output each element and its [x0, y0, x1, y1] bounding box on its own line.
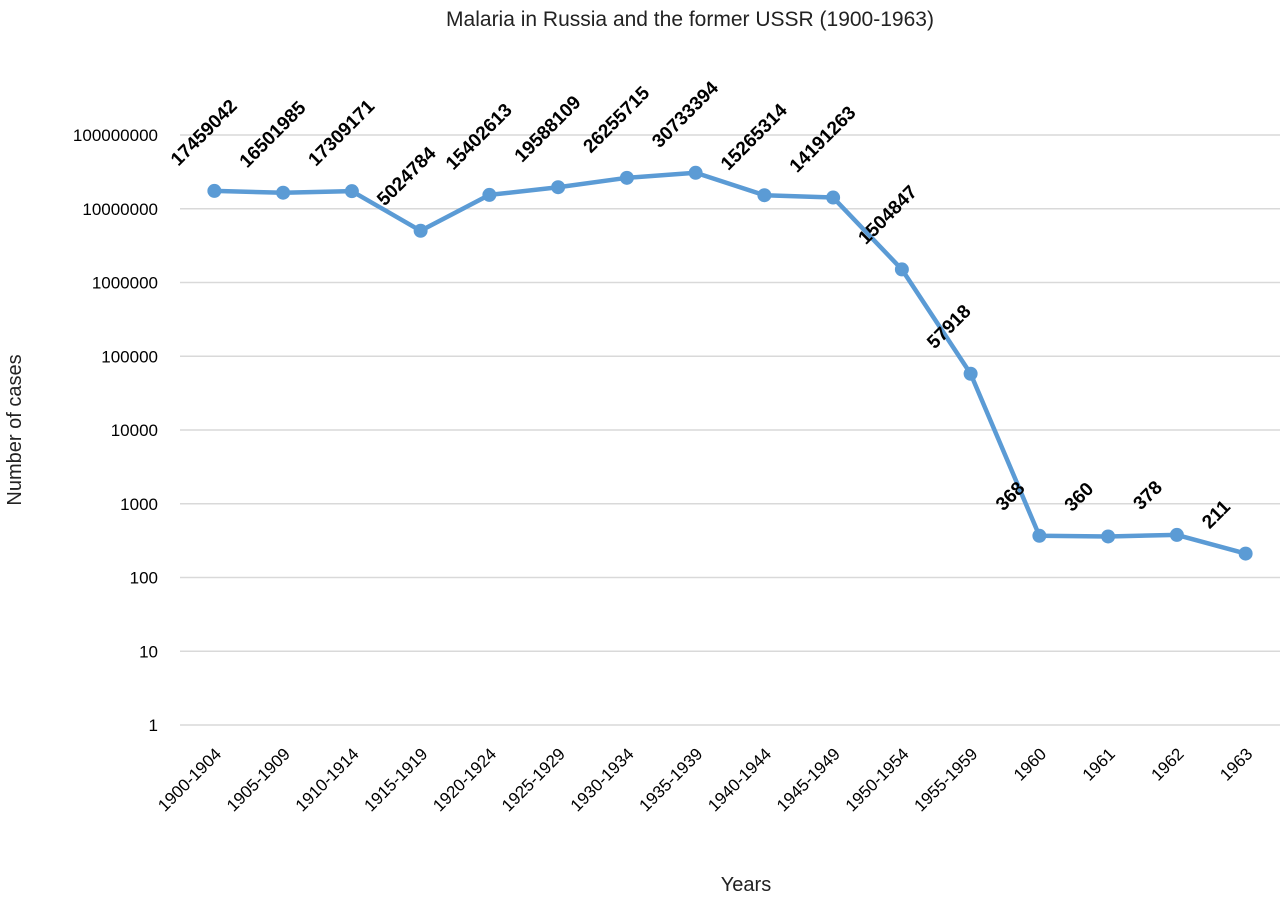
y-tick-label: 10 — [139, 642, 158, 661]
y-tick-label: 10000 — [111, 421, 158, 440]
data-label: 211 — [1198, 496, 1235, 533]
gridlines — [180, 134, 1280, 726]
x-tick-label: 1950-1954 — [842, 744, 913, 815]
data-point — [826, 190, 841, 205]
y-tick-label: 1000 — [120, 495, 158, 514]
x-axis-ticks: 1900-19041905-19091910-19141915-19191920… — [154, 744, 1256, 815]
data-point — [1032, 528, 1047, 543]
series-line — [207, 165, 1253, 561]
x-tick-label: 1925-1929 — [498, 744, 569, 815]
data-point — [619, 170, 634, 185]
data-point — [1101, 529, 1116, 544]
data-label: 15402613 — [442, 100, 517, 175]
x-tick-label: 1940-1944 — [704, 744, 775, 815]
x-tick-label: 1962 — [1148, 744, 1188, 784]
data-label: 26255715 — [580, 82, 655, 157]
x-tick-label: 1960 — [1010, 744, 1050, 784]
data-point — [413, 223, 428, 238]
x-tick-label: 1935-1939 — [636, 744, 707, 815]
data-point — [207, 183, 222, 198]
x-tick-label: 1905-1909 — [223, 744, 294, 815]
x-tick-label: 1945-1949 — [773, 744, 844, 815]
y-tick-label: 10000000 — [82, 200, 158, 219]
data-labels: 1745904216501985173091715024784154026131… — [167, 77, 1235, 533]
x-tick-label: 1930-1934 — [567, 744, 638, 815]
x-axis-label: Years — [721, 874, 771, 896]
y-tick-label: 100000000 — [73, 126, 158, 145]
data-point — [963, 366, 978, 381]
y-tick-label: 1 — [149, 716, 158, 735]
x-tick-label: 1920-1924 — [429, 744, 500, 815]
chart-title: Malaria in Russia and the former USSR (1… — [446, 8, 934, 31]
data-point — [894, 262, 909, 277]
x-tick-label: 1910-1914 — [292, 744, 363, 815]
data-point — [551, 180, 566, 195]
x-tick-label: 1961 — [1079, 744, 1119, 784]
data-label: 360 — [1061, 479, 1098, 516]
data-label: 1504847 — [855, 182, 922, 249]
data-point — [344, 184, 359, 199]
y-tick-label: 100000 — [101, 347, 158, 366]
data-label: 17459042 — [167, 96, 242, 171]
y-tick-label: 100 — [130, 569, 158, 588]
series-path — [214, 170, 1247, 556]
data-label: 378 — [1130, 477, 1167, 514]
y-tick-label: 1000000 — [92, 274, 158, 293]
x-tick-label: 1955-1959 — [911, 744, 982, 815]
data-label: 30733394 — [648, 77, 723, 152]
x-tick-label: 1963 — [1216, 744, 1256, 784]
x-tick-label: 1915-1919 — [361, 744, 432, 815]
data-point — [688, 165, 703, 180]
data-point — [482, 187, 497, 202]
data-point — [276, 185, 291, 200]
data-label: 5024784 — [373, 143, 440, 210]
y-axis-ticks: 1 10 100 1000 10000 100000 1000000 10000000 1000… — [73, 126, 158, 735]
y-axis-label: Number of cases — [4, 354, 26, 505]
data-label: 19588109 — [511, 92, 586, 167]
data-point — [1169, 527, 1184, 542]
x-tick-label: 1900-1904 — [154, 744, 225, 815]
data-label: 14191263 — [786, 102, 861, 177]
data-point — [1238, 546, 1253, 561]
data-label: 17309171 — [305, 96, 380, 171]
data-point — [757, 188, 772, 203]
data-label: 368 — [992, 478, 1029, 515]
data-label: 15265314 — [717, 100, 792, 175]
